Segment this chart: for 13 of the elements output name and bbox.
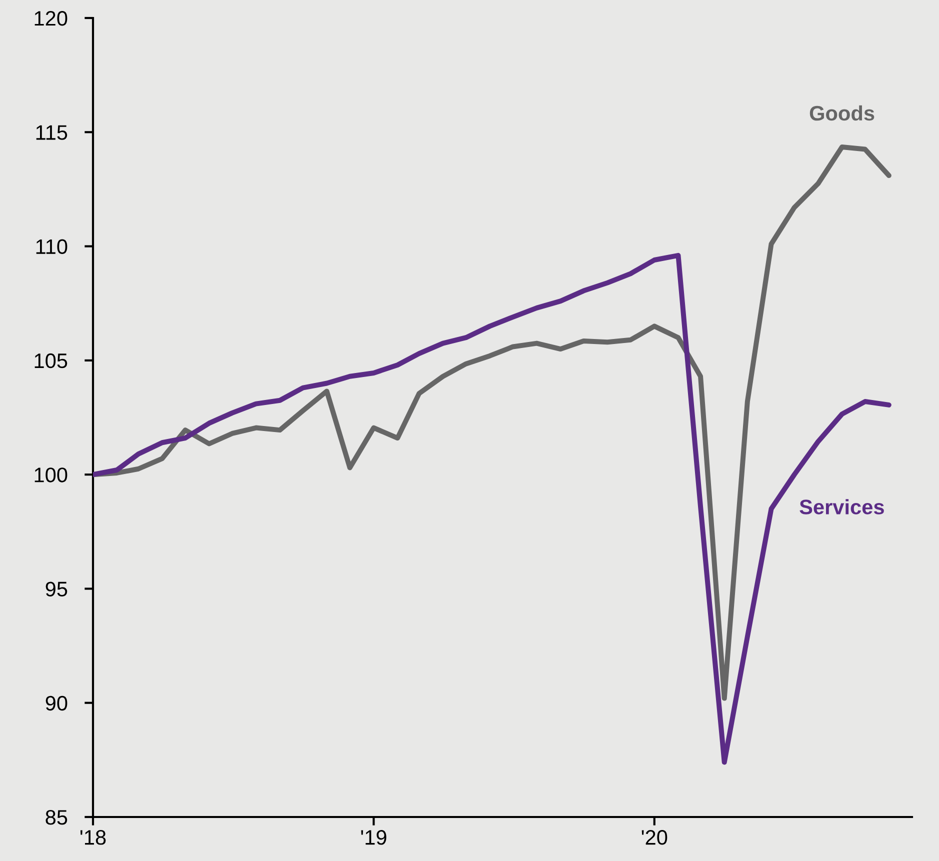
y-tick-label: 90 bbox=[46, 696, 68, 711]
series-label: Goods bbox=[810, 105, 874, 121]
y-tick-label: 110 bbox=[36, 239, 68, 254]
series-label: Services bbox=[800, 499, 884, 514]
y-tick-label: 120 bbox=[34, 11, 68, 26]
x-tick-label: '18 bbox=[80, 830, 106, 845]
y-tick-label: 95 bbox=[46, 582, 68, 596]
y-tick-label: 100 bbox=[34, 468, 68, 482]
y-tick-label: 85 bbox=[46, 810, 68, 825]
y-tick-label: 105 bbox=[34, 353, 68, 368]
x-tick-label: '20 bbox=[642, 830, 668, 845]
y-tick-label: 115 bbox=[36, 125, 68, 140]
x-tick-label: '19 bbox=[361, 830, 386, 845]
